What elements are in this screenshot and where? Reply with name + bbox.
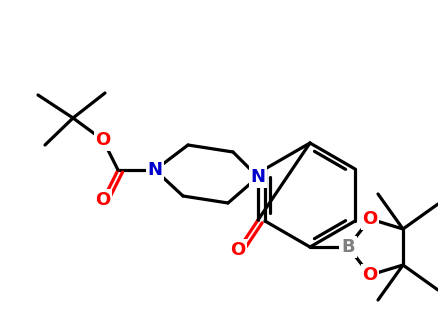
Text: O: O [362,210,378,228]
Text: B: B [341,238,355,256]
Text: O: O [230,241,246,259]
Text: O: O [362,266,378,284]
Text: N: N [251,168,265,186]
Text: O: O [95,131,111,149]
Text: N: N [148,161,162,179]
Text: O: O [95,191,111,209]
